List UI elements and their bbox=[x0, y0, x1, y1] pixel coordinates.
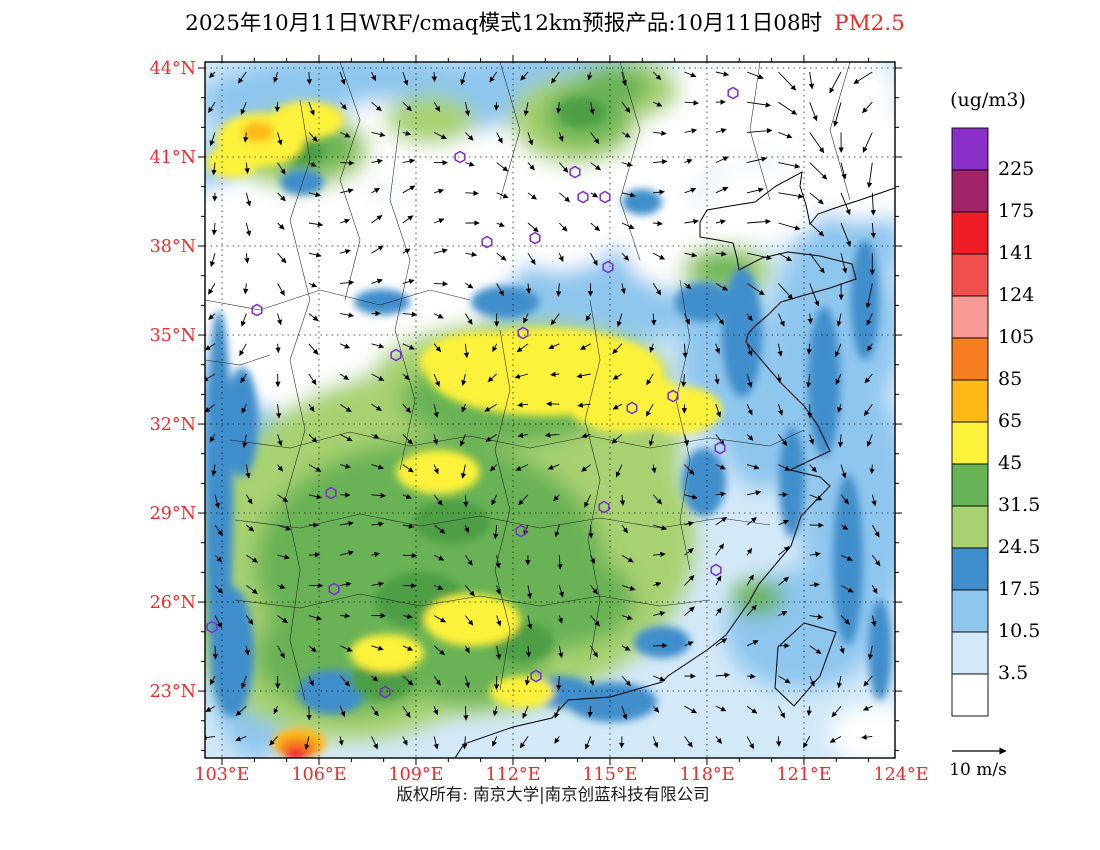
lat-label: 32°N bbox=[150, 415, 196, 435]
station-marker bbox=[454, 150, 466, 164]
station-marker bbox=[206, 620, 218, 634]
copyright-footer: 版权所有: 南京大学|南京创蓝科技有限公司 bbox=[396, 785, 709, 804]
colorbar-tick-label: 225 bbox=[998, 158, 1034, 180]
figure-title: 2025年10月11日WRF/cmaq模式12km预报产品:10月11日08时 P… bbox=[185, 11, 905, 36]
wind-reference-legend: 10 m/s bbox=[949, 747, 1007, 780]
station-marker bbox=[515, 524, 527, 538]
colorbar-tick-label: 10.5 bbox=[998, 620, 1040, 642]
colorbar-tick-label: 31.5 bbox=[998, 494, 1040, 516]
map-boundaries bbox=[205, 62, 895, 758]
station-marker bbox=[577, 190, 589, 204]
colorbar-box bbox=[951, 463, 989, 507]
lat-label: 44°N bbox=[150, 59, 196, 79]
graticule-lines bbox=[205, 62, 895, 758]
colorbar-box bbox=[951, 547, 989, 591]
lat-label: 38°N bbox=[150, 237, 196, 257]
lat-label: 23°N bbox=[150, 682, 196, 702]
pm25-field bbox=[205, 62, 895, 758]
lon-label: 103°E bbox=[195, 765, 250, 785]
colorbar-tick-label: 45 bbox=[998, 452, 1022, 474]
colorbar-box bbox=[951, 421, 989, 465]
map-frame bbox=[204, 61, 896, 759]
station-marker bbox=[325, 486, 337, 500]
station-marker bbox=[667, 389, 679, 403]
station-marker bbox=[390, 348, 402, 362]
lon-label: 106°E bbox=[292, 765, 347, 785]
lon-label: 112°E bbox=[486, 765, 541, 785]
colorbar-tick-label: 85 bbox=[998, 368, 1022, 390]
colorbar-tick-label: 175 bbox=[998, 200, 1034, 222]
lon-label: 121°E bbox=[777, 765, 832, 785]
lon-label: 109°E bbox=[389, 765, 444, 785]
station-marker bbox=[529, 231, 541, 245]
station-marker bbox=[599, 190, 611, 204]
colorbar-box bbox=[951, 253, 989, 297]
colorbar-box bbox=[951, 169, 989, 213]
colorbar-box bbox=[951, 337, 989, 381]
station-marker bbox=[530, 669, 542, 683]
colorbar-tick-label: 141 bbox=[998, 242, 1034, 264]
colorbar-tick-label: 105 bbox=[998, 326, 1034, 348]
colorbar-box bbox=[951, 379, 989, 423]
colorbar-tick-label: 124 bbox=[998, 284, 1034, 306]
coastline bbox=[454, 171, 895, 758]
colorbar-box bbox=[951, 211, 989, 255]
station-marker bbox=[598, 500, 610, 514]
station-marker bbox=[379, 685, 391, 699]
wind-vectors bbox=[205, 71, 881, 750]
colorbar-tick-label: 3.5 bbox=[998, 662, 1028, 684]
colorbar-tick-label: 65 bbox=[998, 410, 1022, 432]
lon-label: 115°E bbox=[583, 765, 638, 785]
colorbar-box bbox=[951, 127, 989, 171]
province-boundaries bbox=[205, 62, 851, 701]
colorbar-box bbox=[951, 295, 989, 339]
taiwan-outline bbox=[774, 622, 837, 707]
station-marker bbox=[714, 441, 726, 455]
lat-label: 26°N bbox=[150, 593, 196, 613]
station-marker bbox=[481, 235, 493, 249]
lat-label: 35°N bbox=[150, 326, 196, 346]
wind-reference-label: 10 m/s bbox=[949, 760, 1007, 780]
lat-label: 29°N bbox=[150, 504, 196, 524]
station-marker bbox=[727, 86, 739, 100]
station-marker bbox=[626, 401, 638, 415]
station-marker bbox=[710, 563, 722, 577]
title-pollutant: PM2.5 bbox=[834, 11, 905, 36]
station-marker bbox=[569, 165, 581, 179]
title-main: 2025年10月11日WRF/cmaq模式12km预报产品:10月11日08时 bbox=[185, 11, 822, 36]
colorbar-box bbox=[951, 505, 989, 549]
station-marker bbox=[328, 582, 340, 596]
colorbar-unit-label: (ug/m3) bbox=[950, 89, 1026, 111]
station-markers bbox=[206, 86, 739, 699]
colorbar-box bbox=[951, 631, 989, 675]
colorbar: 225 175 141 124 105 85 65 45 31.5 24.5 17.5 10.5 3.5 bbox=[951, 127, 1040, 717]
colorbar-tick-label: 17.5 bbox=[998, 578, 1040, 600]
lon-axis: 103°E 106°E 109°E 112°E 115°E 118°E 121°… bbox=[195, 765, 929, 785]
colorbar-tick-label: 24.5 bbox=[998, 536, 1040, 558]
station-marker bbox=[517, 326, 529, 340]
lat-axis: 44°N 41°N 38°N 35°N 32°N 29°N 26°N 23°N bbox=[150, 59, 196, 702]
axis-ticks bbox=[198, 55, 902, 765]
station-marker bbox=[251, 303, 263, 317]
lon-label: 118°E bbox=[680, 765, 735, 785]
lon-label: 124°E bbox=[874, 765, 929, 785]
colorbar-box bbox=[951, 589, 989, 633]
lat-label: 41°N bbox=[150, 148, 196, 168]
colorbar-box bbox=[951, 673, 989, 717]
station-marker bbox=[602, 260, 614, 274]
